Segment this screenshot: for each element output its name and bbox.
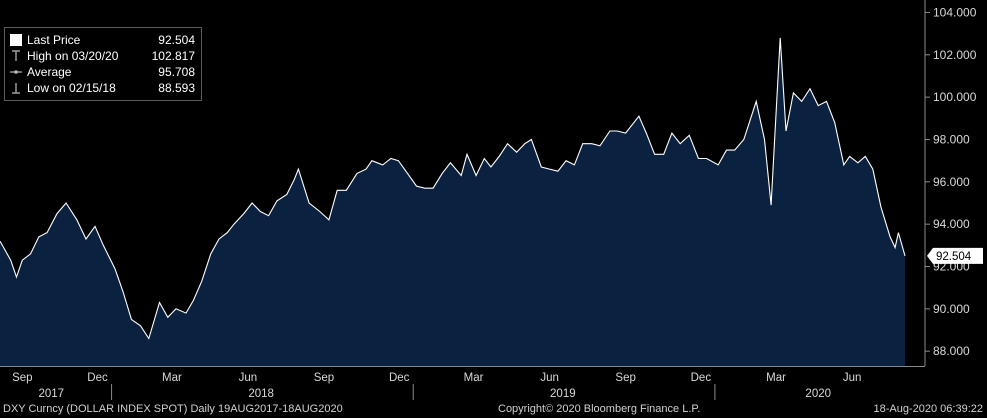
x-month-label: Mar (162, 372, 182, 384)
legend-low-label: Low on 02/15/18 (27, 81, 116, 95)
x-month-label: Jun (843, 372, 862, 384)
y-tick-label: 96.000 (933, 175, 970, 189)
legend-row-average: Average 95.708 (5, 64, 201, 80)
legend-average-label: Average (27, 65, 72, 79)
y-tick-label: 98.000 (933, 132, 970, 146)
high-marker-icon (12, 50, 20, 61)
square-icon (10, 34, 22, 46)
x-month-label: Dec (389, 372, 410, 384)
legend-high-value: 102.817 (151, 49, 195, 63)
price-line (0, 37, 906, 340)
x-month-label: Jun (239, 372, 258, 384)
footer-security-description: DXY Curncy (DOLLAR INDEX SPOT) Daily 19A… (3, 403, 343, 415)
last-price-marker: 92.504 (927, 247, 983, 264)
legend-average-value: 95.708 (158, 65, 195, 79)
x-month-label: Sep (12, 372, 32, 384)
x-month-label: Dec (87, 372, 108, 384)
legend-row-high: High on 03/20/20 102.817 (5, 48, 201, 64)
x-year-label: 2020 (805, 388, 831, 400)
y-tick-label: 90.000 (933, 302, 970, 316)
average-marker-icon (10, 70, 22, 74)
legend-row-low: Low on 02/15/18 88.593 (5, 80, 201, 96)
y-tick-label: 104.000 (933, 5, 977, 19)
footer-copyright: Copyright© 2020 Bloomberg Finance L.P. (498, 403, 701, 415)
chart-footer: DXY Curncy (DOLLAR INDEX SPOT) Daily 19A… (0, 400, 987, 418)
x-month-label: Mar (464, 372, 484, 384)
x-year-label: 2018 (248, 388, 274, 400)
y-tick-label: 100.000 (933, 90, 977, 104)
legend-last-price-label: Last Price (27, 33, 81, 47)
x-month-label: Jun (540, 372, 559, 384)
x-month-label: Mar (766, 372, 786, 384)
y-axis: 88.00090.00092.00094.00096.00098.000100.… (924, 0, 977, 366)
x-year-label: 2017 (38, 388, 64, 400)
x-month-label: Sep (314, 372, 334, 384)
footer-timestamp: 18-Aug-2020 06:39:22 (873, 403, 983, 415)
last-price-arrow (927, 247, 983, 264)
last-price-label: 92.504 (936, 251, 972, 263)
legend-high-label: High on 03/20/20 (27, 49, 119, 63)
x-month-label: Dec (691, 372, 712, 384)
legend-low-value: 88.593 (158, 81, 195, 95)
low-marker-icon (12, 83, 20, 94)
legend-row-last-price: Last Price 92.504 (5, 32, 201, 48)
legend-last-price-value: 92.504 (158, 33, 195, 47)
y-tick-label: 102.000 (933, 48, 977, 62)
price-area-fill (0, 37, 905, 367)
x-axis: Sep Dec Mar Jun Sep Dec Mar Jun Sep Dec Mar Jun 2017… (0, 366, 925, 400)
x-month-label: Sep (615, 372, 635, 384)
chart-legend: Last Price 92.504 High on 03/20/20 102.8… (4, 27, 202, 101)
y-tick-label: 88.000 (933, 344, 970, 358)
y-tick-label: 94.000 (933, 217, 970, 231)
x-year-label: 2019 (550, 388, 576, 400)
